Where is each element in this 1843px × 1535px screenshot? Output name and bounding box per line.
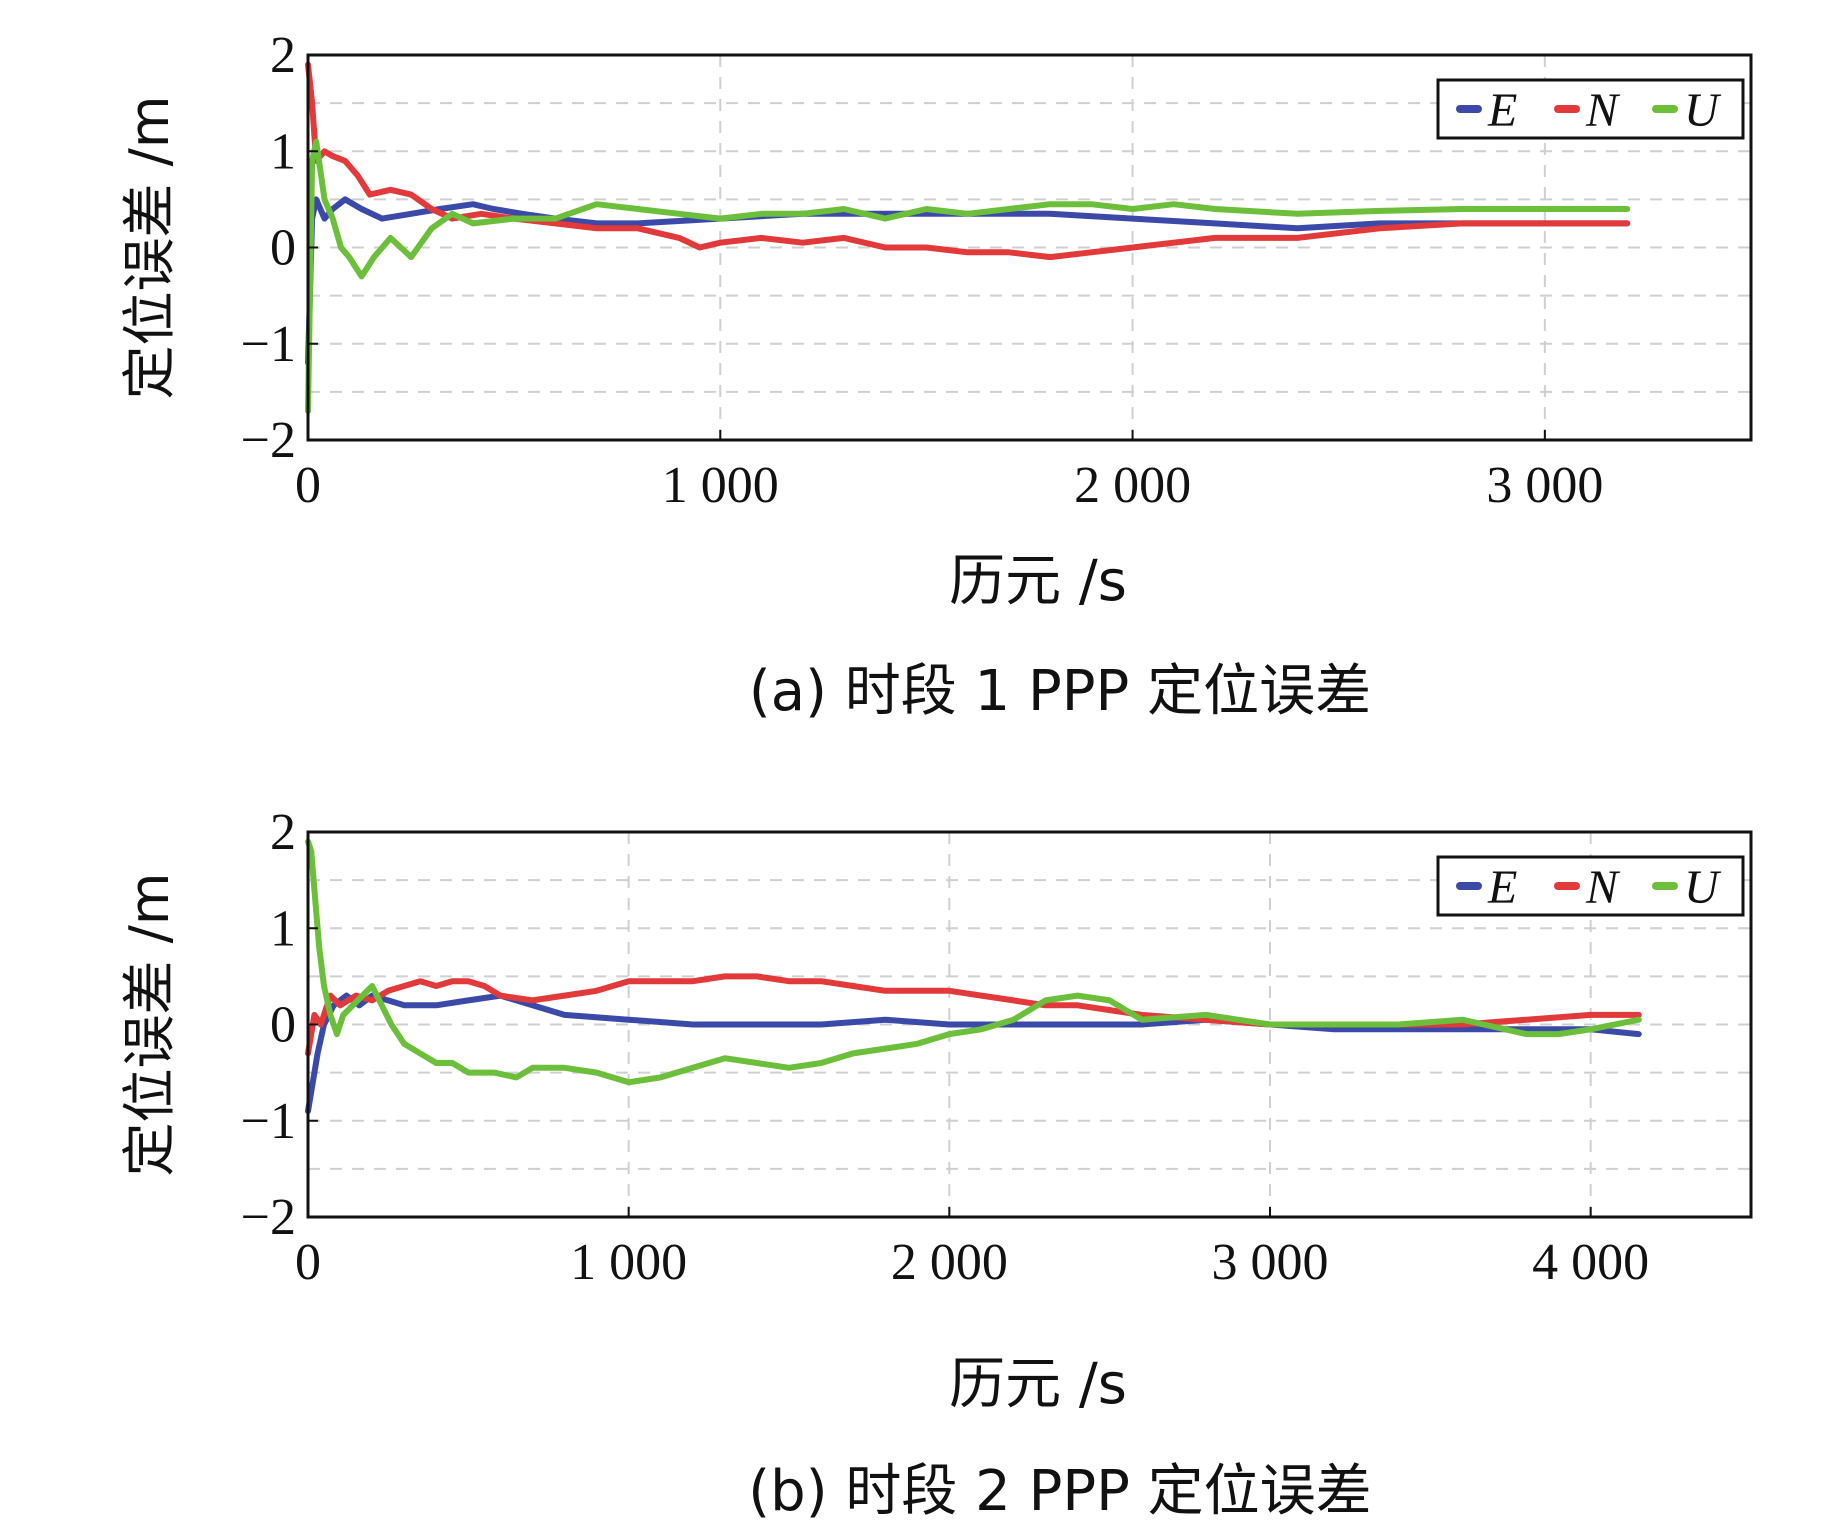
series-line-E [305, 992, 1642, 1115]
legend-label-E: E [1487, 84, 1517, 137]
x-tick-label: 0 [295, 457, 321, 514]
x-tick-label: 2 000 [1074, 457, 1191, 514]
legend-label-N: N [1585, 861, 1621, 914]
series-line-N [305, 61, 1631, 261]
series-line-U [305, 138, 1631, 415]
y-tick-label: 0 [270, 220, 296, 277]
x-tick-label: 0 [295, 1234, 321, 1291]
legend-box [1436, 855, 1745, 917]
y-tick-label: 2 [270, 804, 296, 861]
legend-label-U: U [1684, 84, 1722, 137]
x-tick-label: 3 000 [1212, 1234, 1329, 1291]
x-tick-label: 4 000 [1532, 1234, 1649, 1291]
legend-label-E: E [1487, 861, 1517, 914]
y-tick-label: −2 [241, 412, 296, 469]
y-tick-label: −2 [241, 1189, 296, 1246]
y-tick-label: −1 [241, 316, 296, 373]
y-tick-label: 0 [270, 997, 296, 1054]
y-tick-label: 1 [270, 123, 296, 180]
y-tick-label: 1 [270, 900, 296, 957]
y-tick-label: −1 [241, 1093, 296, 1150]
x-tick-label: 2 000 [891, 1234, 1008, 1291]
x-axis-label: 历元 /s [949, 549, 1127, 614]
x-tick-label: 1 000 [662, 457, 779, 514]
legend-label-U: U [1684, 861, 1722, 914]
chart-caption: (a) 时段 1 PPP 定位误差 [749, 659, 1371, 724]
x-axis-label: 历元 /s [949, 1352, 1127, 1417]
legend-box [1436, 78, 1745, 140]
legend-label-N: N [1585, 84, 1621, 137]
x-tick-label: 1 000 [570, 1234, 687, 1291]
series-line-N [305, 973, 1642, 1057]
x-tick-label: 3 000 [1486, 457, 1603, 514]
y-axis-label: 定位误差 /m [118, 96, 181, 400]
chart-caption: (b) 时段 2 PPP 定位误差 [748, 1459, 1371, 1524]
y-axis-label: 定位误差 /m [118, 873, 181, 1177]
y-tick-label: 2 [270, 27, 296, 84]
series-line-E [305, 196, 1631, 366]
series-line-U [305, 838, 1642, 1086]
